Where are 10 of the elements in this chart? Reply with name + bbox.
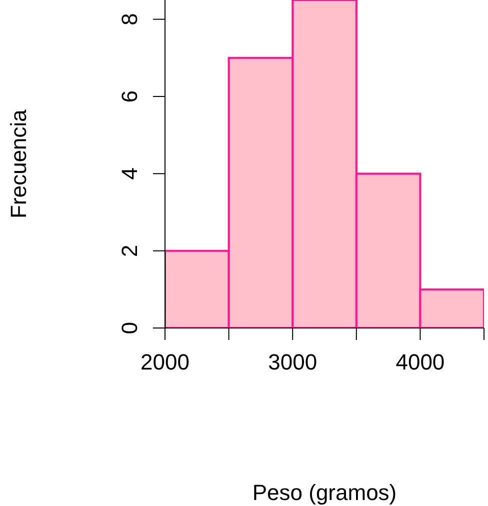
y-tick-label: 6	[117, 90, 142, 103]
x-axis-title: Peso (gramos)	[252, 480, 397, 505]
y-tick-label: 8	[117, 13, 142, 26]
x-tick-label: 3000	[268, 350, 318, 375]
x-tick-label: 4000	[396, 350, 445, 375]
y-axis-title: Frecuencia	[6, 108, 31, 218]
x-tick-label: 2000	[140, 350, 190, 375]
y-tick-label: 0	[117, 322, 142, 334]
y-tick-label: 4	[117, 168, 142, 180]
y-tick-label: 2	[117, 244, 142, 257]
